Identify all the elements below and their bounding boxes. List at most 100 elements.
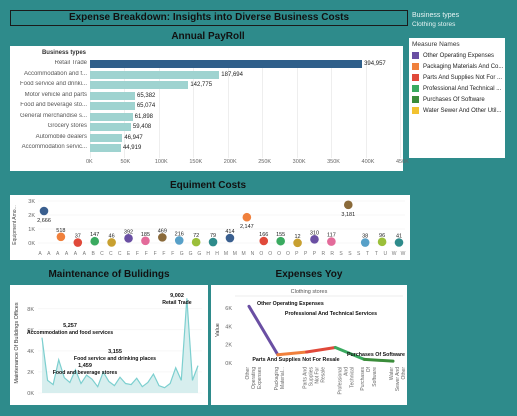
measure-legend-item[interactable]: Parts And Supplies Not For ... <box>412 72 505 83</box>
payroll-bar[interactable] <box>90 91 136 100</box>
equipment-point[interactable] <box>276 236 285 246</box>
measure-legend-item[interactable]: Water Sewer And Other Util... <box>412 105 505 116</box>
expenses-yoy-segment[interactable] <box>247 304 280 357</box>
equipment-point[interactable] <box>174 236 184 245</box>
equipment-point[interactable] <box>208 237 218 247</box>
expenses-yoy-title: Expenses Yoy <box>275 269 343 280</box>
equipment-point[interactable] <box>107 238 116 247</box>
payroll-x-tick: 350K <box>327 159 340 165</box>
equipment-x-tick: F <box>136 251 139 257</box>
expenses-yoy-segment[interactable] <box>362 357 395 363</box>
equipment-point[interactable] <box>225 233 235 243</box>
expenses-yoy-segment[interactable] <box>333 345 366 361</box>
equipment-x-tick: W <box>392 251 397 257</box>
equipment-x-tick: A <box>56 251 60 257</box>
equipment-point[interactable] <box>343 200 353 210</box>
measure-swatch <box>412 63 419 70</box>
equipment-point[interactable] <box>327 237 336 246</box>
equipment-point[interactable] <box>73 238 83 247</box>
equipment-point[interactable] <box>124 233 133 243</box>
equipment-point[interactable] <box>141 236 150 246</box>
equipment-y-label: Equipment Amo... <box>12 205 18 244</box>
equipment-point[interactable] <box>394 238 404 247</box>
payroll-bar[interactable] <box>90 60 363 68</box>
payroll-x-tick: 50K <box>120 159 131 165</box>
payroll-x-axis: 0K 50K 100K 150K 200K 250K 300K 350K 400K 450K <box>10 159 409 169</box>
business-types-filter-value[interactable]: Clothing stores <box>412 21 456 28</box>
payroll-bar[interactable] <box>90 102 135 110</box>
equipment-value-label: 469 <box>158 228 167 234</box>
maintenance-annotation-value: 1,459 <box>78 363 92 369</box>
payroll-gridline <box>296 60 298 158</box>
equipment-x-tick: A <box>65 251 69 257</box>
equipment-x-tick: S <box>339 251 343 257</box>
equipment-x-tick: C <box>100 251 104 257</box>
maintenance-line[interactable] <box>41 298 199 389</box>
measure-legend-item[interactable]: Other Operating Expenses <box>412 50 505 61</box>
equipment-point[interactable] <box>259 236 269 246</box>
expenses-yoy-x-tick-line: Sewer And <box>395 367 401 391</box>
equipment-point[interactable] <box>39 206 49 216</box>
expenses-yoy-x-tick-line: Software <box>372 367 378 387</box>
payroll-bar[interactable] <box>90 144 121 152</box>
measure-swatch <box>412 74 419 81</box>
expenses-yoy-y-tick: 4K <box>225 324 232 330</box>
equipment-point[interactable] <box>242 212 252 222</box>
maintenance-y-tick: 2K <box>27 370 34 376</box>
expenses-yoy-x-tick-line: Other <box>245 367 251 380</box>
equipment-x-tick: H <box>215 251 219 257</box>
expenses-yoy-x-tick-line: Operating <box>251 367 257 389</box>
equipment-value-label: 392 <box>124 229 133 235</box>
measure-legend-item[interactable]: Packaging Materials And Co... <box>412 61 505 72</box>
measure-legend-item[interactable]: Professional And Technical ... <box>412 83 505 94</box>
measure-names-legend: Measure Names Other Operating Expenses Pa… <box>409 38 505 158</box>
payroll-bars: Retail Trade 394,957 Accommodation and f..… <box>10 60 403 160</box>
expenses-yoy-y-tick: 0K <box>225 361 232 367</box>
measure-legend-item[interactable]: Purchases Of Software <box>412 94 505 105</box>
equipment-point[interactable] <box>191 237 201 247</box>
payroll-bar[interactable] <box>90 123 131 131</box>
maintenance-panel: Maintenance Of Buildings Offices 8K 6K 4K 2K… <box>10 285 208 405</box>
measure-swatch <box>412 96 419 103</box>
maintenance-annotation-label: Accommodation and food services <box>27 330 113 336</box>
payroll-category-label: Grocery stores <box>47 123 87 129</box>
equipment-point[interactable] <box>360 238 370 247</box>
expenses-yoy-x-tick-line: Parts And <box>303 367 309 389</box>
expenses-yoy-segment[interactable] <box>305 345 337 354</box>
payroll-x-tick: 100K <box>154 159 168 165</box>
payroll-gridline <box>262 60 264 158</box>
payroll-bar[interactable] <box>90 112 133 121</box>
expenses-yoy-x-tick-line: Expenses <box>257 367 263 389</box>
equipment-value-label: 518 <box>56 228 65 234</box>
expenses-yoy-panel: Clothing stores Value 6K 4K 2K 0K Other Operat… <box>211 285 413 405</box>
equipment-point[interactable] <box>158 233 167 242</box>
equipment-point[interactable] <box>310 234 319 244</box>
equipment-point[interactable] <box>90 236 100 246</box>
payroll-x-tick: 200K <box>223 159 237 165</box>
payroll-x-tick: 250K <box>258 159 272 165</box>
equipment-x-tick: A <box>83 251 87 257</box>
payroll-x-tick: 300K <box>292 159 306 165</box>
expenses-yoy-x-tick: ProfessionalAndTechnical <box>337 367 355 395</box>
equipment-point[interactable] <box>293 238 302 248</box>
expenses-yoy-x-tick-line: Water <box>389 367 395 380</box>
equipment-point[interactable] <box>56 232 66 242</box>
payroll-value-label: 65,074 <box>136 103 156 109</box>
equipment-x-tick: A <box>74 251 78 257</box>
expenses-yoy-y-tick: 6K <box>225 306 232 312</box>
equipment-x-tick: G <box>197 251 201 257</box>
expenses-yoy-segment[interactable] <box>276 350 309 357</box>
equipment-point[interactable] <box>377 237 387 247</box>
equipment-x-tick: R <box>330 251 334 257</box>
expenses-yoy-x-tick-line: Not For <box>315 367 321 384</box>
payroll-bar[interactable] <box>90 81 189 89</box>
measure-swatch <box>412 52 419 59</box>
payroll-bar[interactable] <box>90 70 220 79</box>
payroll-bar[interactable] <box>90 133 123 142</box>
measure-label: Parts And Supplies Not For ... <box>423 74 503 81</box>
payroll-gridline <box>193 60 195 158</box>
equipment-x-tick: F <box>162 251 165 257</box>
measure-label: Other Operating Expenses <box>423 52 495 59</box>
expenses-yoy-annotation: Other Operating Expenses <box>257 301 324 307</box>
equipment-x-tick: E <box>127 251 131 257</box>
